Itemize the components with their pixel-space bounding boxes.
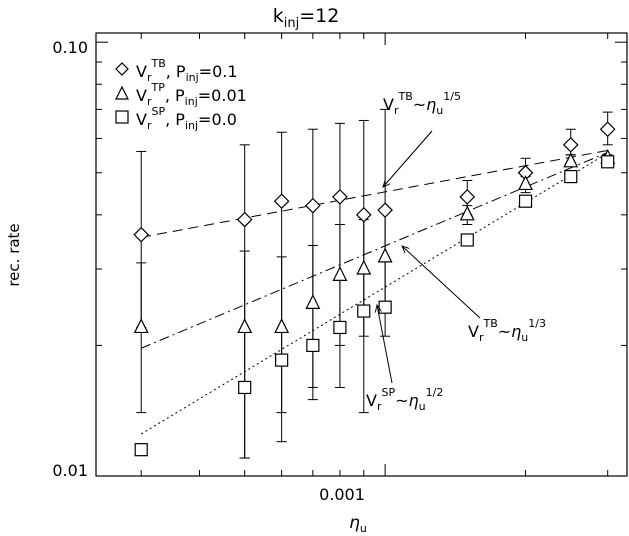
x-axis-label: ηu — [349, 513, 367, 535]
legend-item-diamond: VrTB, Pinj=0.1 — [115, 57, 238, 84]
x-tick-label: 0.001 — [319, 485, 365, 504]
data-markers — [133, 121, 616, 457]
legend: VrTB, Pinj=0.1 VrTP, Pinj=0.01 VrSP, Pin… — [115, 57, 247, 132]
fit-line-dotted — [140, 152, 608, 435]
chart-title: kinj=12 — [273, 5, 340, 31]
point-square-4 — [333, 320, 347, 335]
annotation-arrow-1-3 — [402, 246, 481, 319]
point-diamond-4 — [332, 189, 348, 205]
point-square-1 — [238, 380, 252, 395]
point-diamond-7 — [459, 189, 476, 205]
point-diamond-2 — [273, 193, 290, 210]
legend-label-square: VrSP, Pinj=0.0 — [136, 105, 237, 132]
point-square-7 — [460, 233, 474, 247]
annotation-fit-1-3: VrTB~ηu1/3 — [402, 246, 546, 344]
point-diamond-6 — [377, 202, 393, 219]
title-rest: =12 — [299, 5, 339, 27]
point-square-10 — [601, 155, 615, 169]
point-diamond-1 — [236, 211, 253, 228]
legend-triangle-icon — [115, 85, 129, 100]
point-triangle-2 — [274, 318, 290, 334]
plot-frame — [95, 32, 628, 477]
y-axis-label: rec. rate — [5, 223, 23, 286]
point-square-8 — [518, 194, 533, 208]
point-triangle-3 — [305, 294, 321, 309]
point-square-3 — [306, 338, 320, 353]
annotation-text-1-3: VrTB~ηu1/3 — [468, 317, 546, 344]
point-square-9 — [564, 169, 578, 184]
annotation-text-1-2: VrSP~ηu1/2 — [366, 386, 443, 413]
annotation-arrow-1-5 — [383, 130, 433, 187]
point-diamond-0 — [133, 226, 150, 243]
point-triangle-5 — [356, 259, 372, 275]
point-triangle-9 — [563, 152, 579, 168]
y-tick-label-bottom: 0.01 — [52, 461, 88, 480]
point-triangle-1 — [237, 318, 253, 334]
x-label-eta: η — [349, 513, 360, 533]
point-square-0 — [134, 443, 148, 457]
point-diamond-9 — [562, 136, 579, 153]
title-k: k — [273, 5, 284, 27]
point-triangle-7 — [459, 205, 475, 221]
x-label-sub: u — [360, 522, 367, 535]
point-diamond-3 — [305, 197, 321, 214]
annotation-text-1-5: VrTB~ηu1/5 — [383, 90, 461, 117]
legend-diamond-icon — [115, 62, 129, 76]
legend-item-triangle: VrTP, Pinj=0.01 — [115, 81, 247, 108]
legend-label-diamond: VrTB, Pinj=0.1 — [136, 57, 238, 84]
point-diamond-5 — [355, 206, 372, 223]
title-sub: inj — [284, 16, 299, 31]
fit-line-dashed — [141, 149, 608, 238]
point-triangle-4 — [332, 266, 348, 282]
annotation-fit-1-5: VrTB~ηu1/5 — [383, 90, 461, 187]
point-square-6 — [378, 300, 392, 314]
y-tick-label-top: 0.10 — [52, 38, 88, 57]
legend-label-triangle: VrTP, Pinj=0.01 — [136, 81, 247, 108]
annotation-fit-1-2: VrSP~ηu1/2 — [366, 305, 443, 413]
point-triangle-0 — [133, 318, 149, 334]
point-square-5 — [357, 304, 371, 318]
point-square-2 — [275, 353, 289, 367]
axis-ticks — [96, 33, 627, 477]
point-triangle-8 — [518, 175, 534, 191]
point-diamond-10 — [599, 121, 616, 138]
legend-item-square: VrSP, Pinj=0.0 — [115, 105, 237, 132]
annotation-arrow-1-2 — [377, 305, 393, 384]
point-triangle-6 — [377, 247, 393, 263]
legend-square-icon — [115, 110, 129, 124]
